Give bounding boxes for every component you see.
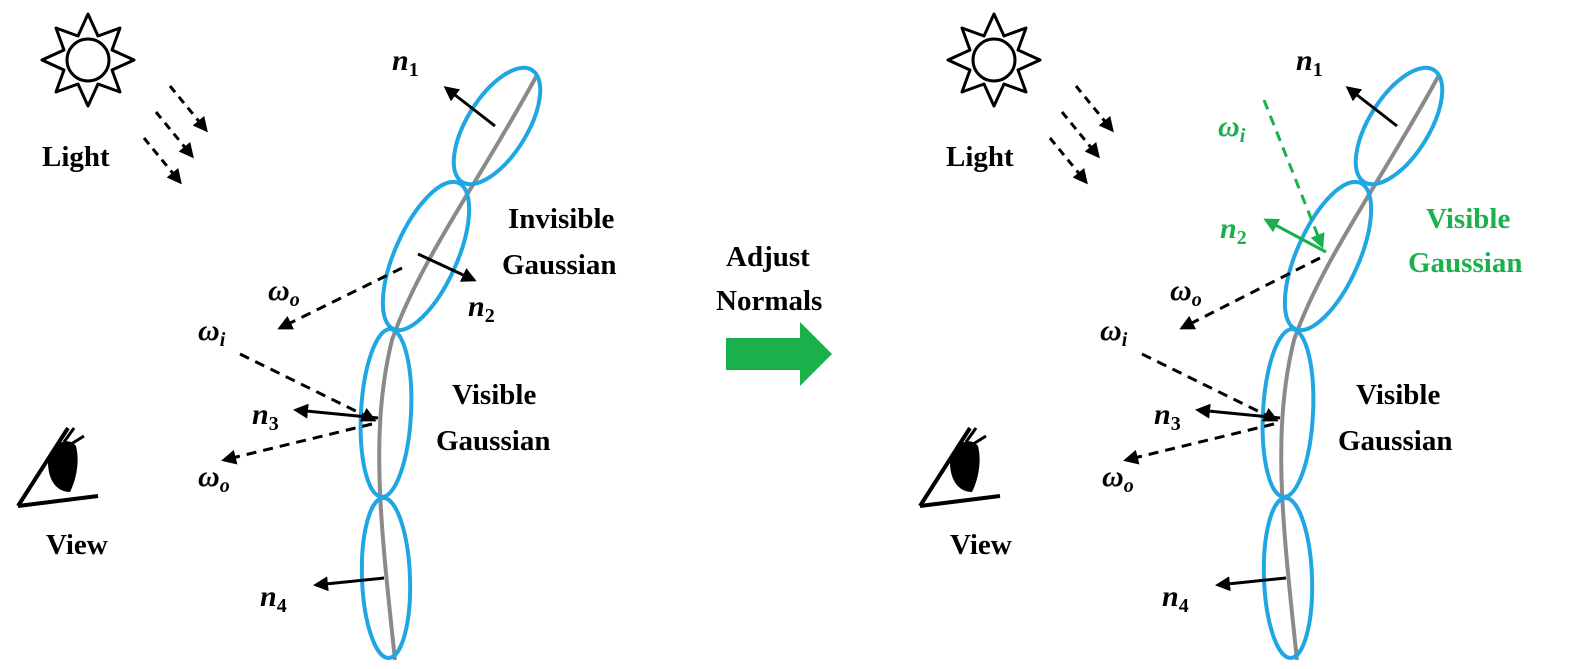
view-label: View xyxy=(46,529,108,561)
normal-n4-label: n4 xyxy=(1162,580,1189,617)
right-panel: Light View Visible Gaussian Visible Gaus… xyxy=(918,12,1522,661)
eye-icon xyxy=(16,426,100,508)
normals-label: Normals xyxy=(716,285,822,317)
light-label: Light xyxy=(42,141,110,173)
visible-gaussian-label-line2: Gaussian xyxy=(436,425,550,457)
sun-icon xyxy=(946,12,1042,108)
adjusted-normal-right xyxy=(1262,99,1327,254)
eye-icon xyxy=(918,426,1002,508)
omega-o-upper-label: ωo xyxy=(1170,274,1202,311)
visible-gaussian-top-label-line1: Visible xyxy=(1426,203,1510,235)
light-incident-ray xyxy=(1262,99,1325,249)
light-rays xyxy=(142,85,208,185)
normal-n2-label: n2 xyxy=(468,290,495,327)
omega-o-lower-label: ωo xyxy=(198,460,230,497)
visible-gaussian-label-line1: Visible xyxy=(1356,379,1440,411)
adjust-normals-transition: Adjust Normals xyxy=(716,241,832,386)
gaussian-ellipse-3 xyxy=(358,327,414,499)
normal-n1-label: n1 xyxy=(1296,44,1323,81)
sun-icon xyxy=(40,12,136,108)
omega-i-label: ωi xyxy=(1100,314,1128,351)
gaussian-ellipse-3 xyxy=(1260,327,1316,499)
omega-o-upper-label: ωo xyxy=(268,274,300,311)
gaussian-chain-left xyxy=(358,65,543,661)
view-light-rays-left xyxy=(221,266,403,465)
normal-n2-label: n2 xyxy=(1220,212,1247,249)
surface-curve xyxy=(377,74,539,661)
omega-i-label: ωi xyxy=(198,314,226,351)
gaussian-ellipse-2 xyxy=(1282,179,1374,333)
right-arrow-icon xyxy=(726,322,832,386)
surface-curve xyxy=(1279,74,1441,661)
invisible-gaussian-label-line1: Invisible xyxy=(508,203,614,235)
normal-n3-label: n3 xyxy=(1154,398,1181,435)
invisible-gaussian-label-line2: Gaussian xyxy=(502,249,616,281)
view-label: View xyxy=(950,529,1012,561)
normal-n4-label: n4 xyxy=(260,580,287,617)
normal-n1-label: n1 xyxy=(392,44,419,81)
light-label: Light xyxy=(946,141,1014,173)
view-light-rays-right xyxy=(1123,256,1321,465)
normal-arrows-left xyxy=(293,86,496,592)
left-panel: Light View Invisible Gaussian Visible Ga… xyxy=(16,12,616,661)
visible-gaussian-top-label-line2: Gaussian xyxy=(1408,247,1522,279)
visible-gaussian-label-line1: Visible xyxy=(452,379,536,411)
omega-i-green-label: ωi xyxy=(1218,110,1246,147)
visible-gaussian-label-line2: Gaussian xyxy=(1338,425,1452,457)
gaussian-ellipse-1 xyxy=(451,65,543,187)
gaussian-chain-right xyxy=(1260,65,1445,661)
gaussian-ellipse-1 xyxy=(1353,65,1445,187)
normal-n3-label: n3 xyxy=(252,398,279,435)
omega-o-lower-label: ωo xyxy=(1102,460,1134,497)
adjust-label: Adjust xyxy=(726,241,810,273)
light-rays xyxy=(1048,85,1114,185)
